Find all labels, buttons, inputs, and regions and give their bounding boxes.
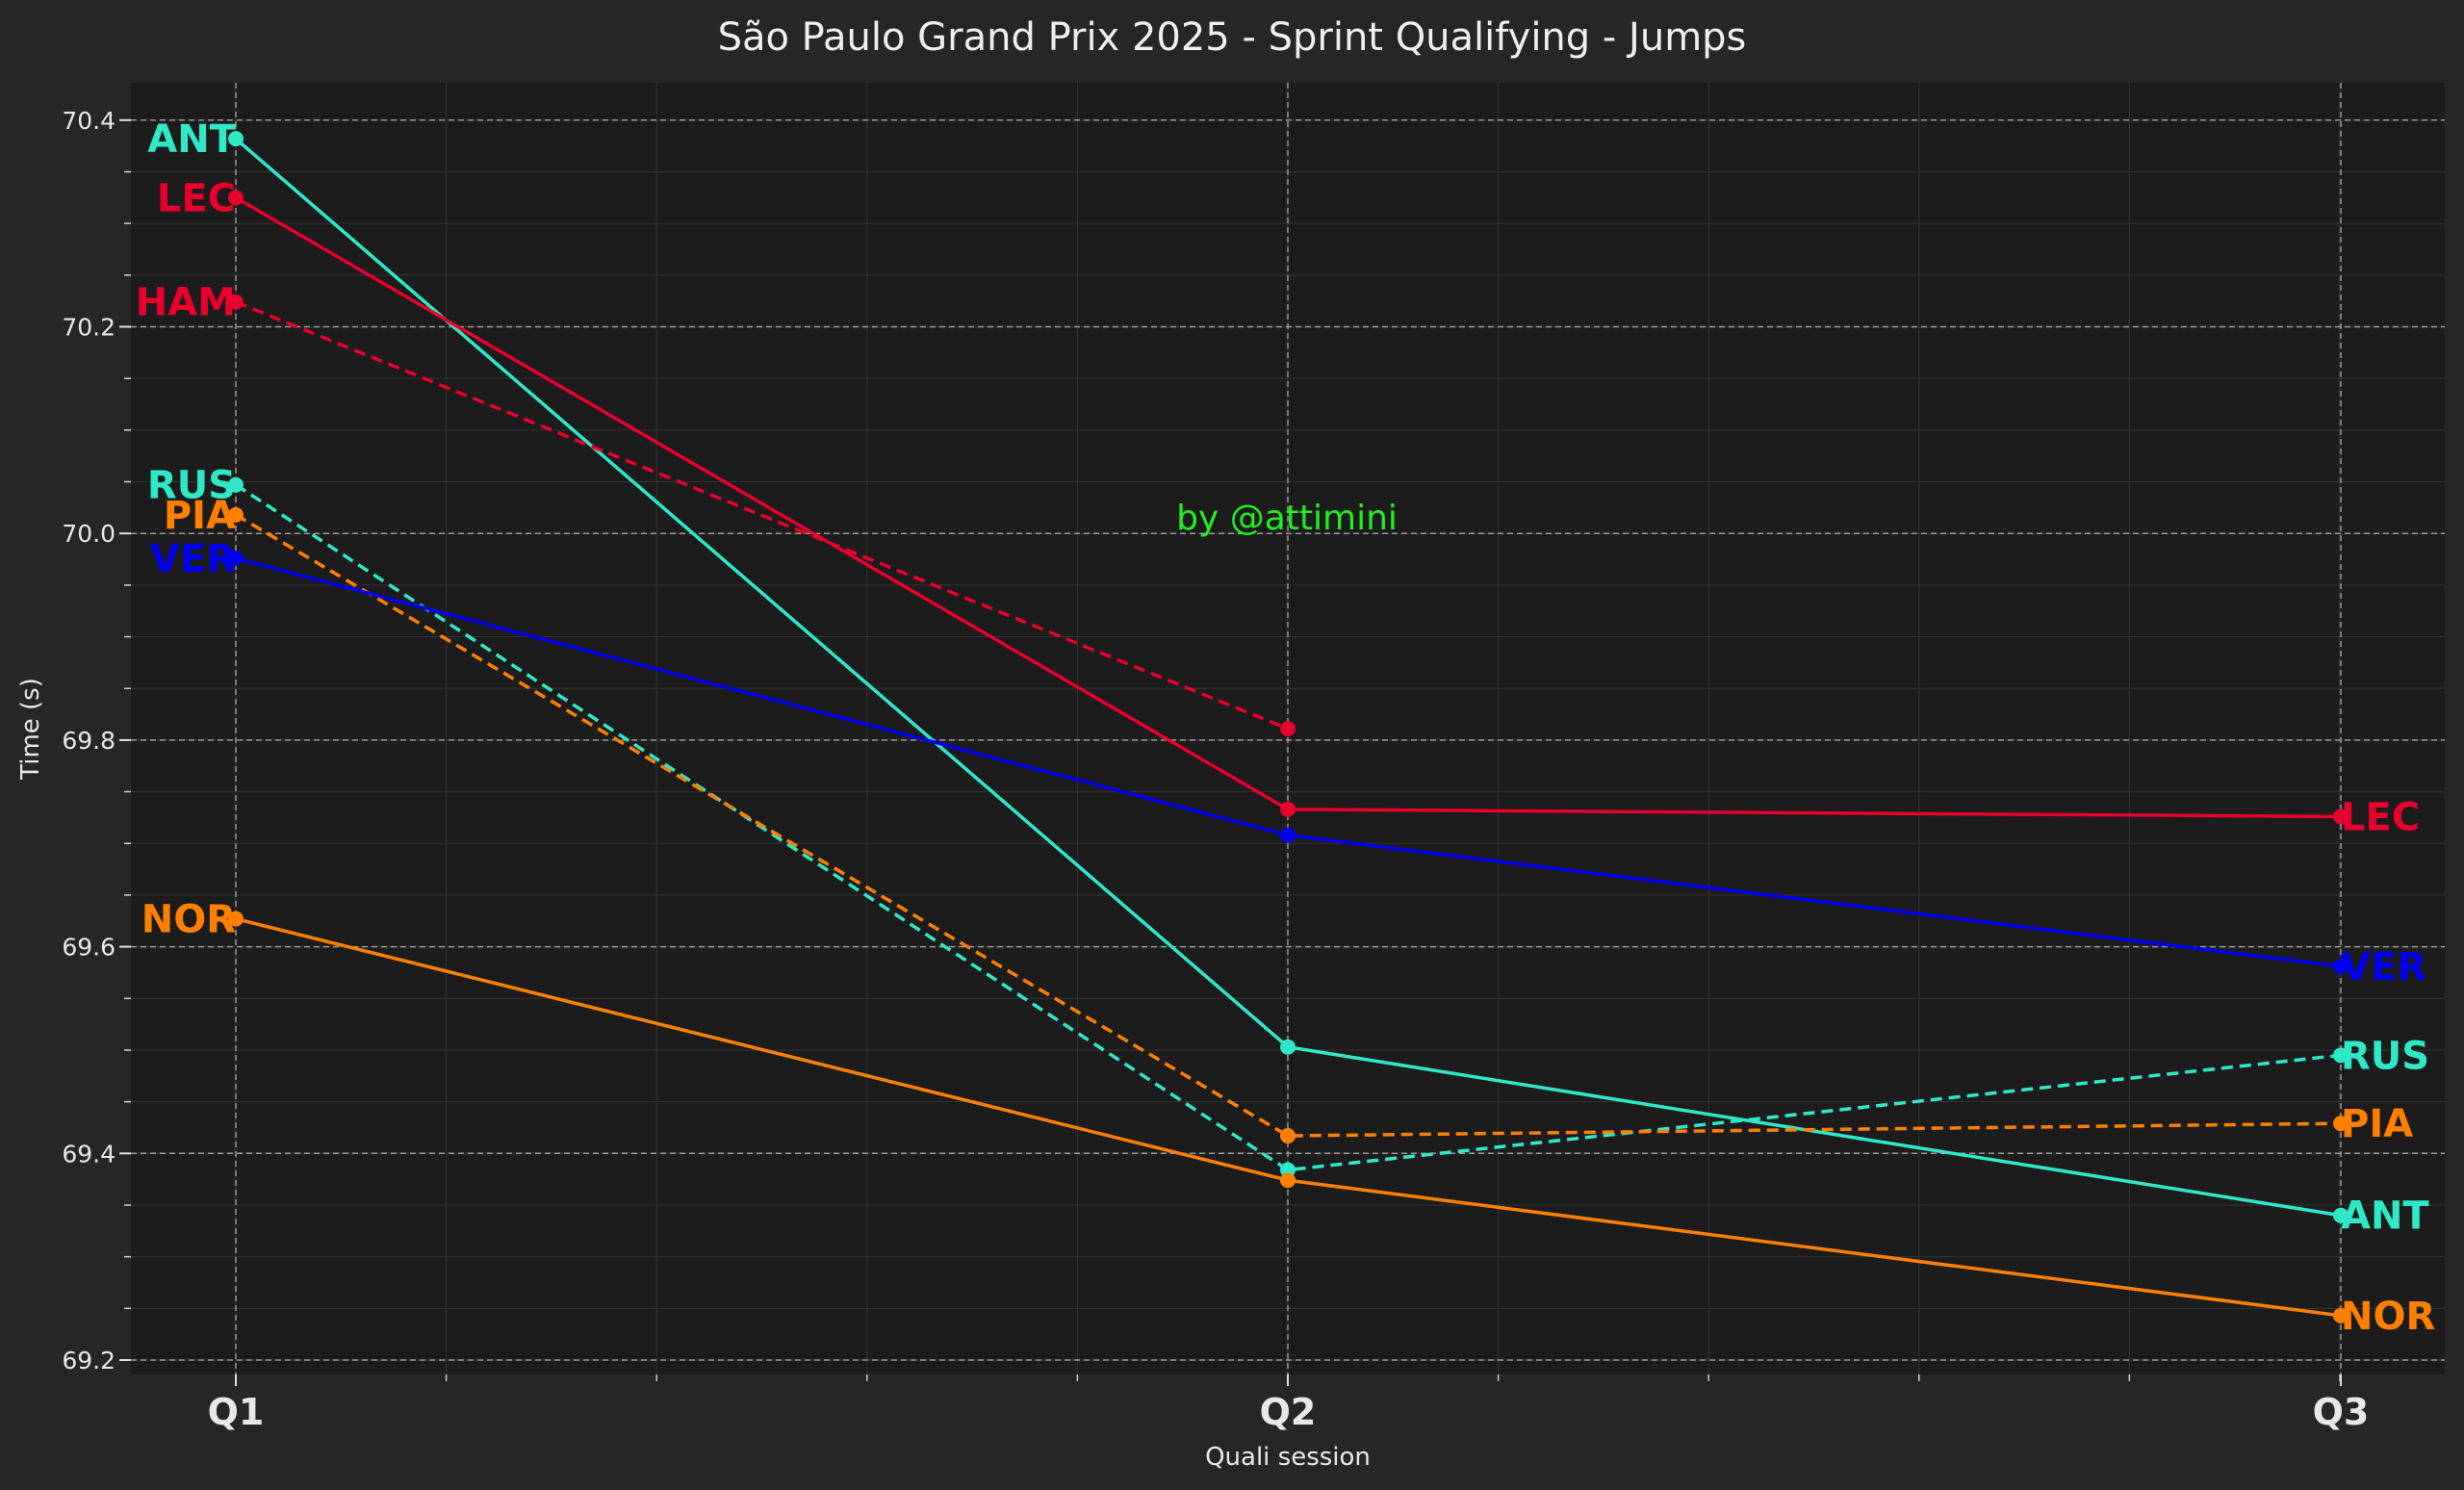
data-point xyxy=(2333,958,2348,974)
y-axis-ticks: 69.2 69.4 69.6 69.8 70.0 70.2 70.4 xyxy=(62,107,131,1374)
data-point xyxy=(1280,721,1296,737)
driver-label-start: ANT xyxy=(147,117,236,162)
data-point xyxy=(2333,1116,2348,1132)
series-ham: HAM xyxy=(136,281,1296,737)
series-line xyxy=(235,300,1289,731)
series-lec: LEC LEC xyxy=(157,176,2420,839)
series-ver: VER VER xyxy=(150,537,2426,989)
data-point xyxy=(2333,1207,2348,1223)
series-line xyxy=(235,483,2342,1172)
driver-label-end: LEC xyxy=(2341,795,2420,839)
driver-label-start: NOR xyxy=(141,898,236,942)
x-axis-ticks: Q1 Q2 Q3 xyxy=(208,1374,2370,1433)
data-point xyxy=(228,506,244,523)
y-tick-label: 69.8 xyxy=(62,727,116,755)
data-point xyxy=(228,190,244,206)
driver-label-start: LEC xyxy=(157,176,236,220)
driver-label-end: VER xyxy=(2341,945,2426,989)
driver-label-start: VER xyxy=(150,537,236,581)
driver-label-start: PIA xyxy=(164,494,236,538)
data-point xyxy=(228,550,244,566)
driver-label-start: HAM xyxy=(136,281,236,325)
data-point xyxy=(2333,809,2348,825)
series-ant: ANT ANT xyxy=(147,117,2429,1239)
driver-label-start: RUS xyxy=(147,464,236,508)
driver-label-end: NOR xyxy=(2341,1295,2435,1339)
data-point xyxy=(228,476,244,493)
driver-label-end: RUS xyxy=(2341,1034,2429,1078)
x-tick-label: Q1 xyxy=(208,1391,265,1433)
series-pia: PIA PIA xyxy=(164,494,2413,1146)
x-tick-label: Q3 xyxy=(2313,1391,2370,1433)
series-line xyxy=(235,513,2342,1138)
y-tick-label: 69.2 xyxy=(62,1347,116,1374)
data-point xyxy=(228,911,244,927)
data-point xyxy=(2333,1047,2348,1064)
y-tick-label: 70.4 xyxy=(62,107,116,135)
data-point xyxy=(1280,801,1296,817)
series-nor: NOR NOR xyxy=(141,898,2436,1339)
data-point xyxy=(1280,827,1296,843)
driver-label-end: PIA xyxy=(2341,1102,2413,1146)
data-point xyxy=(228,294,244,310)
data-point xyxy=(1280,1172,1296,1189)
y-tick-label: 70.2 xyxy=(62,314,116,342)
major-gridlines xyxy=(131,83,2445,1374)
y-axis-label: Time (s) xyxy=(16,678,45,781)
y-tick-label: 70.0 xyxy=(62,520,116,548)
watermark: by @attimini xyxy=(1176,499,1398,538)
data-point xyxy=(1280,1128,1296,1144)
chart-title: São Paulo Grand Prix 2025 - Sprint Quali… xyxy=(718,15,1747,60)
y-tick-label: 69.6 xyxy=(62,934,116,962)
data-point xyxy=(2333,1307,2348,1323)
x-tick-label: Q2 xyxy=(1260,1391,1317,1433)
y-tick-label: 69.4 xyxy=(62,1140,116,1168)
driver-label-end: ANT xyxy=(2341,1195,2429,1239)
x-axis-label: Quali session xyxy=(1205,1443,1371,1472)
data-point xyxy=(1280,1039,1296,1055)
data-point xyxy=(228,131,244,147)
